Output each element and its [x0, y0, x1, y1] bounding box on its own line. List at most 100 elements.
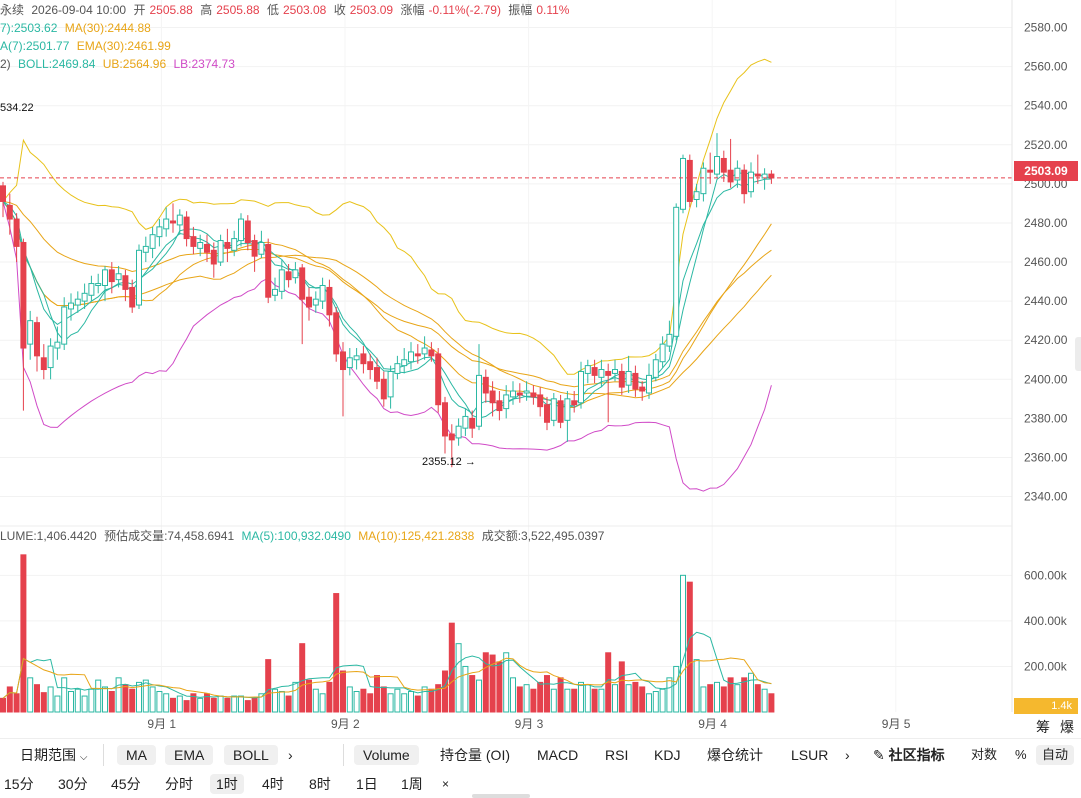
interval-30m[interactable]: 30分 — [58, 776, 88, 792]
interval-4h[interactable]: 4时 — [262, 776, 284, 792]
interval-1d[interactable]: 1日 — [356, 776, 378, 792]
date-range-button[interactable]: 日期范围 ⌵ — [20, 745, 87, 768]
candle-body — [584, 365, 591, 374]
candle-body — [442, 402, 448, 437]
candle-body — [217, 240, 224, 263]
volume-bar — [693, 659, 700, 713]
boll-params: 2) — [0, 57, 11, 71]
volume-bar — [720, 686, 727, 713]
volume-bar — [319, 693, 326, 713]
volume-bar — [571, 688, 578, 713]
candle-body — [265, 243, 272, 298]
candle-body — [421, 347, 428, 355]
candle-body — [557, 400, 564, 423]
candle-body — [639, 386, 646, 392]
tab-lsur[interactable]: LSUR — [791, 747, 829, 763]
price-tick-label: 2520.00 — [1024, 138, 1068, 152]
candle-body — [435, 353, 442, 406]
candle-body — [6, 204, 13, 220]
candle-body — [564, 398, 571, 421]
tab-kdj[interactable]: KDJ — [654, 747, 681, 763]
interval-1w[interactable]: 1周 — [401, 776, 423, 792]
volume-bar — [455, 643, 462, 713]
volume-bar — [482, 652, 489, 713]
auto-scale-toggle[interactable]: 自动 — [1036, 745, 1075, 765]
interval-toolbar: 15分 30分 45分 分时 1时 4时 8时 1日 1周 × — [0, 770, 1081, 798]
volume-bar — [163, 693, 170, 713]
volume-bar — [591, 688, 598, 713]
indicator-ema-button[interactable]: EMA — [165, 745, 214, 765]
candle-body — [748, 171, 754, 193]
candle-date: 2026-09-04 10:00 — [31, 3, 127, 17]
candle-body — [516, 392, 523, 396]
candle-body — [754, 173, 761, 177]
candle-body — [612, 369, 618, 374]
volume-bar — [34, 684, 40, 713]
candle-body — [680, 157, 686, 210]
candle-body — [74, 298, 81, 306]
candle-body — [591, 367, 598, 376]
interval-15m[interactable]: 15分 — [4, 776, 34, 792]
low-label: 低 — [266, 3, 279, 17]
interval-8h[interactable]: 8时 — [309, 776, 331, 792]
community-indicators-button[interactable]: ✎ 社区指标 — [873, 745, 945, 765]
scrollbar[interactable] — [472, 794, 530, 798]
volume-bar — [768, 693, 775, 713]
candle-body — [666, 333, 673, 347]
chevron-right-icon[interactable]: › — [288, 747, 293, 763]
axes: 2340.00 2360.00 2380.00 2400.00 2420.00 2440.… — [0, 0, 1068, 731]
chevron-right-icon[interactable]: › — [845, 747, 850, 763]
volume-bar — [714, 681, 720, 713]
interval-1h[interactable]: 1时 — [210, 774, 244, 794]
close-icon[interactable]: × — [442, 777, 450, 791]
volume-bar — [102, 686, 108, 713]
chip-distribution-button[interactable]: 筹 — [1036, 719, 1050, 735]
volume-bar — [47, 686, 54, 713]
volume-bar — [224, 697, 231, 713]
volume-bar — [503, 652, 510, 713]
candle-body — [122, 275, 129, 290]
percent-scale-toggle[interactable]: % — [1015, 747, 1027, 762]
volume-tick-label: 200.00k — [1024, 659, 1068, 673]
liquidation-map-button[interactable]: 爆 — [1060, 719, 1074, 735]
tab-liquidation-stats[interactable]: 爆仓统计 — [707, 747, 763, 763]
candle-body — [618, 370, 625, 388]
volume-bar — [292, 681, 299, 713]
price-tick-label: 2480.00 — [1024, 216, 1068, 230]
candle-body — [578, 370, 584, 404]
volume-bar — [707, 684, 714, 713]
price-tick-label: 2540.00 — [1024, 99, 1068, 113]
ma7-line — [2, 172, 772, 419]
volume-bar — [564, 688, 571, 713]
tab-open-interest[interactable]: 持仓量 (OI) — [440, 747, 510, 763]
log-scale-toggle[interactable]: 对数 — [971, 747, 998, 762]
tab-macd[interactable]: MACD — [537, 747, 579, 763]
candle-body — [652, 359, 659, 378]
interval-45m[interactable]: 45分 — [111, 776, 141, 792]
tab-volume[interactable]: Volume — [354, 745, 419, 765]
price-tick-label: 2460.00 — [1024, 255, 1068, 269]
candle-body — [476, 374, 482, 427]
side-panel-handle[interactable] — [1075, 337, 1081, 371]
indicator-ma-button[interactable]: MA — [117, 745, 156, 765]
last-price-tag: 2503.09 — [1014, 161, 1078, 181]
candle-body — [102, 269, 108, 286]
volume-bar — [129, 688, 136, 713]
interval-timeline[interactable]: 分时 — [165, 776, 193, 792]
volume-bar — [516, 686, 523, 713]
candle-body — [136, 249, 142, 306]
indicator-boll-button[interactable]: BOLL — [224, 745, 278, 765]
chevron-down-icon: ⌵ — [79, 752, 88, 763]
volume-bar — [387, 693, 394, 713]
candle-body — [251, 240, 258, 257]
volume-bar — [278, 691, 285, 713]
volume-bar — [428, 688, 435, 713]
tab-rsi[interactable]: RSI — [605, 747, 629, 763]
candle-body — [503, 394, 510, 410]
candle-body — [319, 284, 326, 302]
volume-bar — [353, 691, 360, 713]
candle-body — [197, 242, 204, 249]
candle-body — [34, 322, 40, 357]
indicator-toolbar — [0, 738, 1081, 773]
